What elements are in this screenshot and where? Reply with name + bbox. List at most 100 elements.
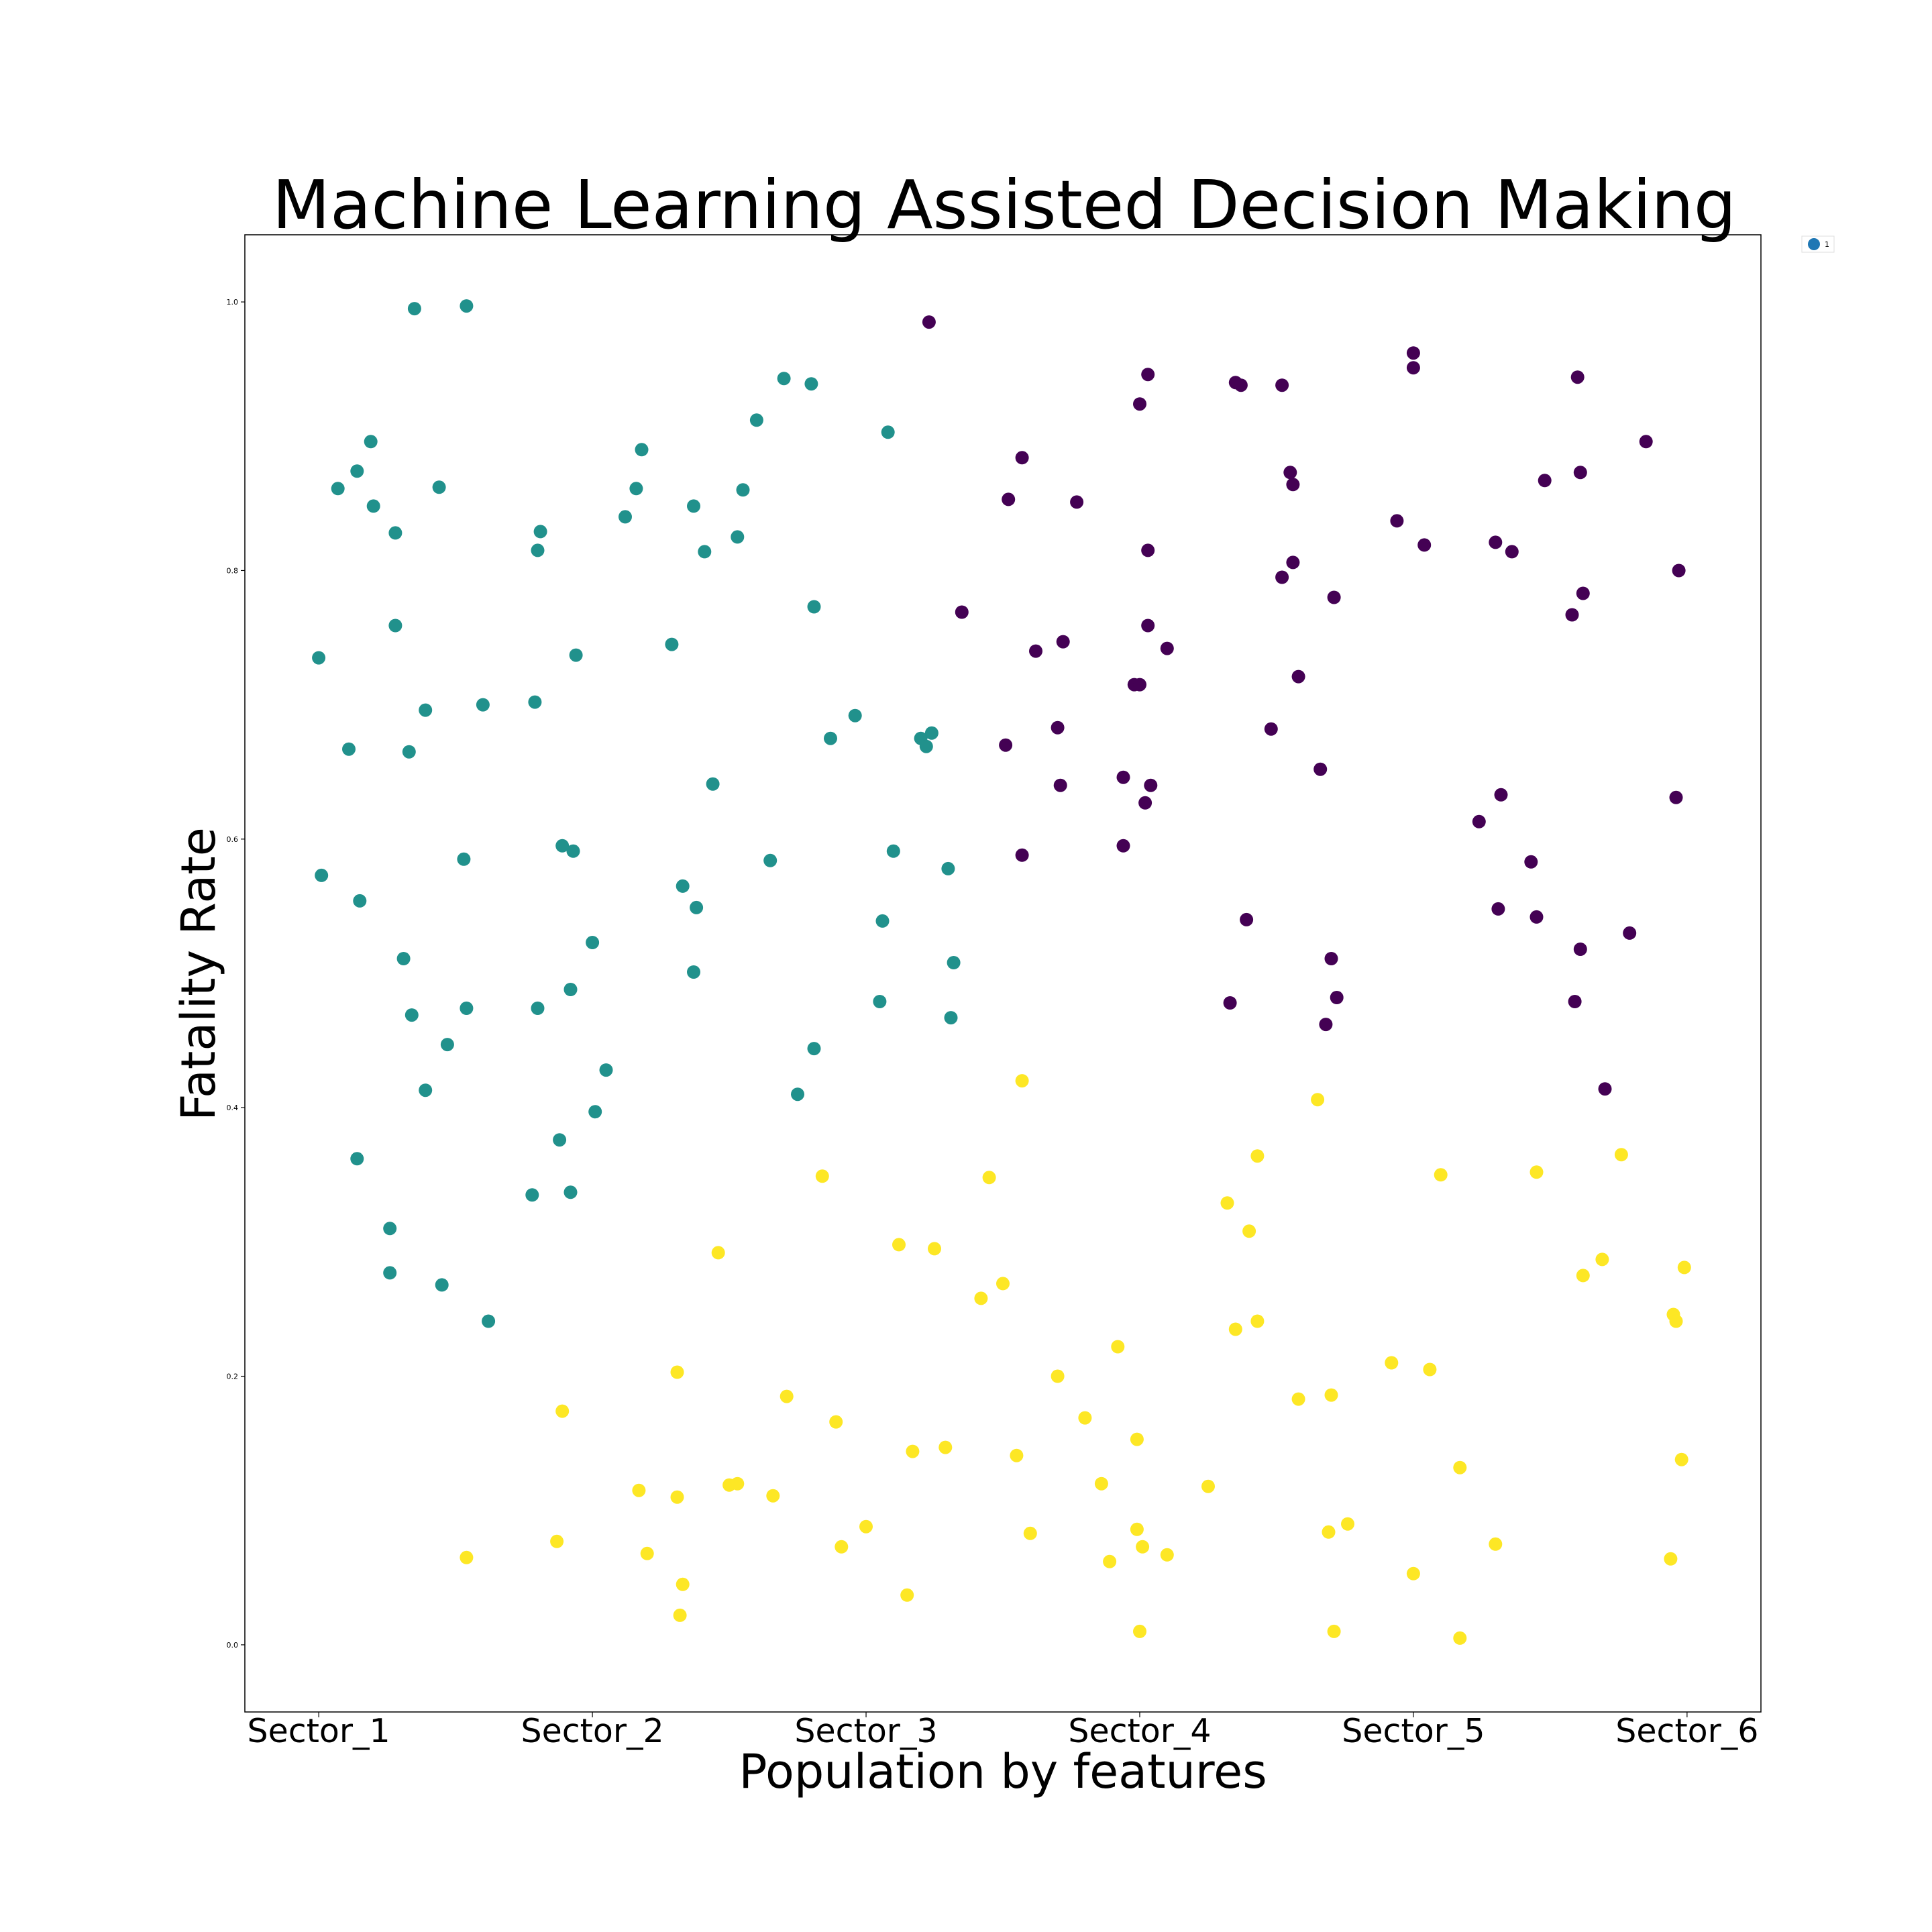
- data-point: [829, 1415, 843, 1429]
- data-point: [1491, 902, 1505, 916]
- data-point: [1324, 952, 1338, 965]
- data-point: [331, 482, 345, 496]
- data-point: [588, 1105, 602, 1119]
- data-point: [1674, 1452, 1688, 1466]
- data-point: [1144, 778, 1158, 792]
- legend: 1: [1801, 235, 1835, 253]
- data-point: [791, 1087, 804, 1102]
- data-point: [938, 1440, 953, 1454]
- data-point: [1141, 368, 1155, 382]
- data-point: [482, 1314, 496, 1328]
- data-point: [350, 1152, 364, 1166]
- data-point: [1234, 378, 1248, 392]
- data-point: [350, 464, 364, 478]
- data-point: [1489, 535, 1503, 549]
- data-point: [1576, 586, 1590, 600]
- data-point: [460, 1002, 474, 1015]
- data-point: [531, 543, 545, 557]
- data-point: [555, 1404, 570, 1418]
- data-point: [766, 1489, 780, 1503]
- data-point: [922, 315, 936, 329]
- data-point: [619, 510, 632, 524]
- data-point: [1406, 361, 1420, 375]
- data-point: [1023, 1526, 1037, 1540]
- y-tick-label: 0.4: [227, 1104, 239, 1112]
- data-point: [928, 1242, 941, 1256]
- data-point: [1423, 1362, 1437, 1377]
- data-point: [676, 1577, 690, 1591]
- data-point: [1242, 1224, 1256, 1238]
- data-point: [1070, 495, 1084, 509]
- data-point: [1250, 1149, 1265, 1163]
- data-point: [315, 868, 329, 882]
- data-point: [1573, 943, 1587, 956]
- data-point: [1078, 1411, 1092, 1425]
- data-point: [731, 530, 745, 544]
- data-point: [312, 651, 326, 665]
- data-point: [435, 1278, 449, 1292]
- data-point: [457, 852, 471, 866]
- data-point: [1434, 1168, 1448, 1182]
- data-point: [407, 302, 421, 316]
- data-point: [982, 1171, 996, 1185]
- data-point: [342, 742, 356, 756]
- x-tick-label: Sector_4: [1068, 1712, 1211, 1750]
- data-point: [1051, 1369, 1065, 1383]
- data-point: [635, 443, 649, 457]
- data-point: [440, 1038, 454, 1052]
- data-point: [1390, 514, 1404, 528]
- scatter-points: [312, 299, 1691, 1645]
- data-point: [1453, 1631, 1467, 1645]
- data-point: [1623, 926, 1637, 940]
- legend-marker: [1808, 238, 1820, 250]
- data-point: [1529, 910, 1544, 924]
- data-point: [383, 1266, 397, 1280]
- data-point: [419, 703, 433, 717]
- data-point: [1324, 1388, 1338, 1402]
- data-point: [388, 619, 402, 633]
- data-point: [999, 738, 1013, 752]
- data-point: [1677, 1260, 1691, 1275]
- y-axis-label: Fatality Rate: [171, 827, 226, 1121]
- data-point: [632, 1483, 646, 1497]
- data-point: [1286, 555, 1300, 570]
- data-point: [1250, 1314, 1265, 1328]
- data-point: [848, 708, 862, 722]
- data-point: [900, 1588, 914, 1602]
- y-tick-label: 1.0: [227, 298, 239, 307]
- data-point: [528, 695, 542, 709]
- data-point: [1138, 796, 1152, 810]
- data-point: [1524, 855, 1538, 869]
- data-point: [1327, 590, 1341, 604]
- data-point: [566, 844, 580, 858]
- data-point: [1002, 492, 1016, 506]
- data-point: [1672, 564, 1686, 578]
- data-point: [353, 894, 367, 908]
- data-point: [640, 1546, 654, 1560]
- data-point: [525, 1188, 539, 1202]
- data-point: [1669, 1314, 1683, 1328]
- data-point: [731, 1477, 745, 1491]
- data-point: [1051, 720, 1065, 735]
- data-point: [586, 936, 600, 949]
- data-point: [1319, 1018, 1333, 1032]
- data-point: [1094, 1477, 1108, 1491]
- data-point: [1228, 1322, 1242, 1336]
- data-point: [749, 413, 763, 427]
- data-point: [1275, 378, 1289, 392]
- x-tick-label: Sector_3: [794, 1712, 937, 1750]
- data-point: [432, 480, 446, 494]
- data-point: [807, 1042, 821, 1056]
- data-point: [687, 965, 700, 979]
- data-point: [1598, 1082, 1612, 1096]
- data-point: [388, 526, 402, 540]
- data-point: [533, 525, 547, 539]
- data-point: [1029, 644, 1042, 658]
- y-tick-label: 0.2: [227, 1373, 239, 1381]
- data-point: [859, 1519, 873, 1534]
- data-point: [706, 777, 720, 791]
- data-point: [564, 983, 578, 996]
- data-point: [1291, 669, 1305, 684]
- data-point: [1494, 788, 1508, 802]
- data-point: [1538, 474, 1552, 488]
